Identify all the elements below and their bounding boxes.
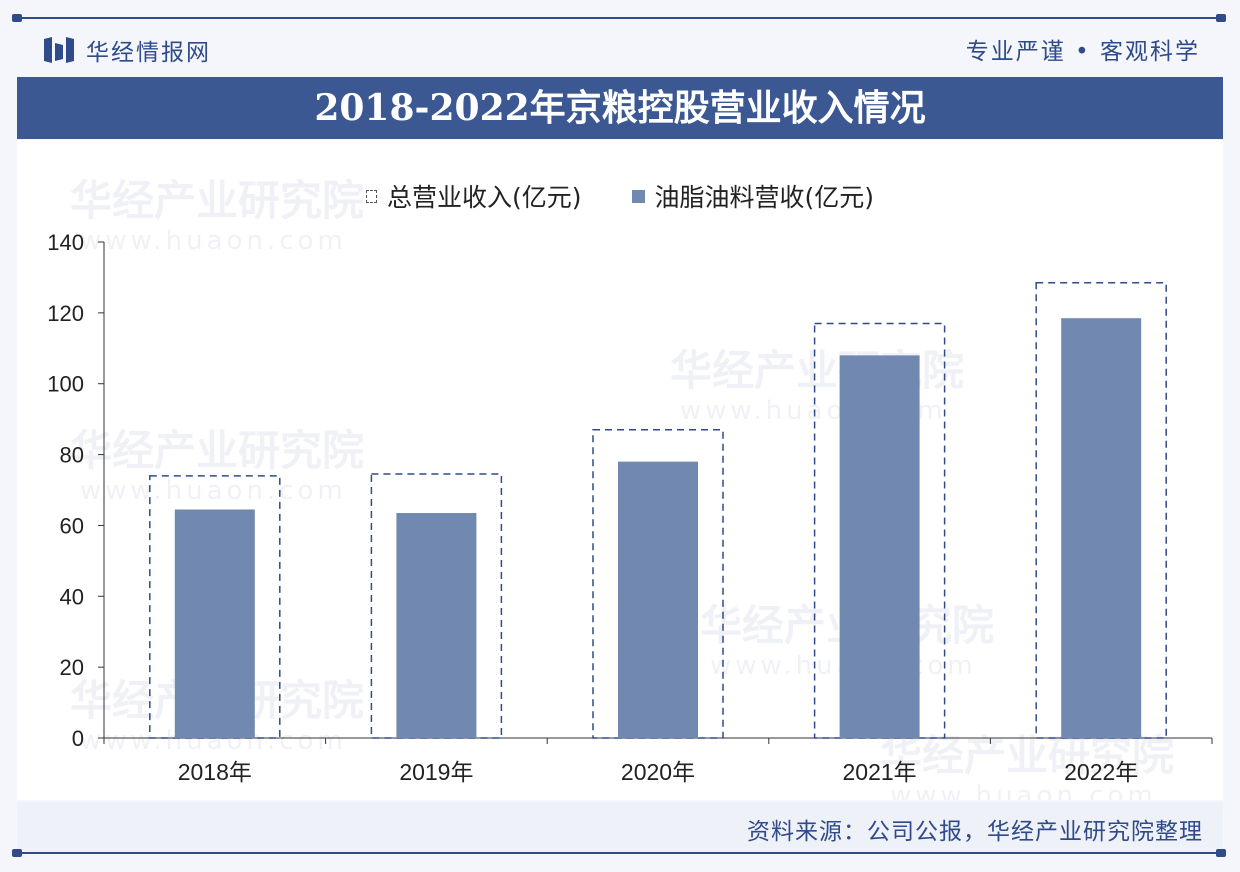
legend-swatch-solid: [631, 189, 645, 203]
bar-total-revenue: [592, 429, 724, 739]
chart-title: 2018-2022年京粮控股营业收入情况: [314, 87, 926, 129]
bottom-rule: [18, 852, 1222, 854]
bars-layer: [149, 281, 1167, 739]
bottom-rule-cap-left: [12, 849, 22, 857]
brand-name: 华经情报网: [86, 40, 211, 66]
y-tick-label: 80: [60, 443, 84, 468]
bottom-rule-cap-right: [1216, 849, 1226, 857]
bar-chart: 华经产业研究院www.huaon.com华经产业研究院www.huaon.com…: [47, 176, 1213, 800]
brand: 华经情报网: [44, 30, 211, 70]
title-bar: 2018-2022年京粮控股营业收入情况: [17, 77, 1223, 139]
brand-logo-icon: [44, 37, 74, 63]
legend-item-total-revenue: 总营业收入(亿元): [365, 178, 582, 214]
watermark-text: 华经产业研究院: [670, 346, 964, 395]
watermark-url: www.huaon.com: [80, 226, 347, 256]
y-axis: 0 20 40 60 80 100 120 140: [47, 230, 105, 751]
top-rule-cap-left: [12, 14, 22, 22]
x-axis: 2018年 2019年 2020年 2021年 2022年: [103, 737, 1213, 785]
y-tick-label: 100: [47, 372, 84, 397]
legend-label-oil-revenue: 油脂油料营收(亿元): [654, 183, 875, 212]
watermark-text: 华经产业研究院: [70, 176, 364, 225]
y-tick-label: 0: [72, 726, 84, 751]
x-category-label: 2022年: [1064, 759, 1138, 785]
y-tick-label: 20: [60, 655, 84, 680]
bar-oil-revenue: [396, 513, 477, 738]
bar-oil-revenue: [1061, 318, 1142, 738]
chart-legend: 总营业收入(亿元) 油脂油料营收(亿元): [0, 178, 1240, 214]
x-category-label: 2020年: [621, 759, 695, 785]
top-rule-cap-right: [1216, 14, 1226, 22]
top-rule: [18, 17, 1222, 19]
legend-swatch-dashed: [365, 189, 377, 203]
watermark-text: 华经产业研究院: [880, 731, 1174, 780]
bar-oil-revenue: [174, 509, 255, 738]
watermark-url: www.huaon.com: [80, 476, 347, 506]
footer: 资料来源：公司公报，华经产业研究院整理: [17, 802, 1223, 852]
legend-label-total-revenue: 总营业收入(亿元): [386, 183, 582, 212]
watermark-url: www.huaon.com: [890, 781, 1157, 800]
x-category-label: 2018年: [178, 759, 252, 785]
watermark-text: 华经产业研究院: [70, 426, 364, 475]
x-category-label: 2019年: [399, 759, 473, 785]
slogan: 专业严谨 • 客观科学: [965, 39, 1200, 65]
bar-total-revenue: [813, 322, 946, 739]
bar-oil-revenue: [839, 355, 920, 738]
bar-oil-revenue: [618, 461, 698, 738]
y-tick-label: 40: [60, 584, 84, 609]
legend-item-oil-revenue: 油脂油料营收(亿元): [631, 178, 875, 214]
y-tick-label: 140: [47, 230, 84, 255]
y-tick-label: 60: [60, 513, 84, 538]
x-category-label: 2021年: [843, 759, 917, 785]
source-note: 资料来源：公司公报，华经产业研究院整理: [747, 819, 1203, 845]
y-tick-label: 120: [47, 301, 84, 326]
